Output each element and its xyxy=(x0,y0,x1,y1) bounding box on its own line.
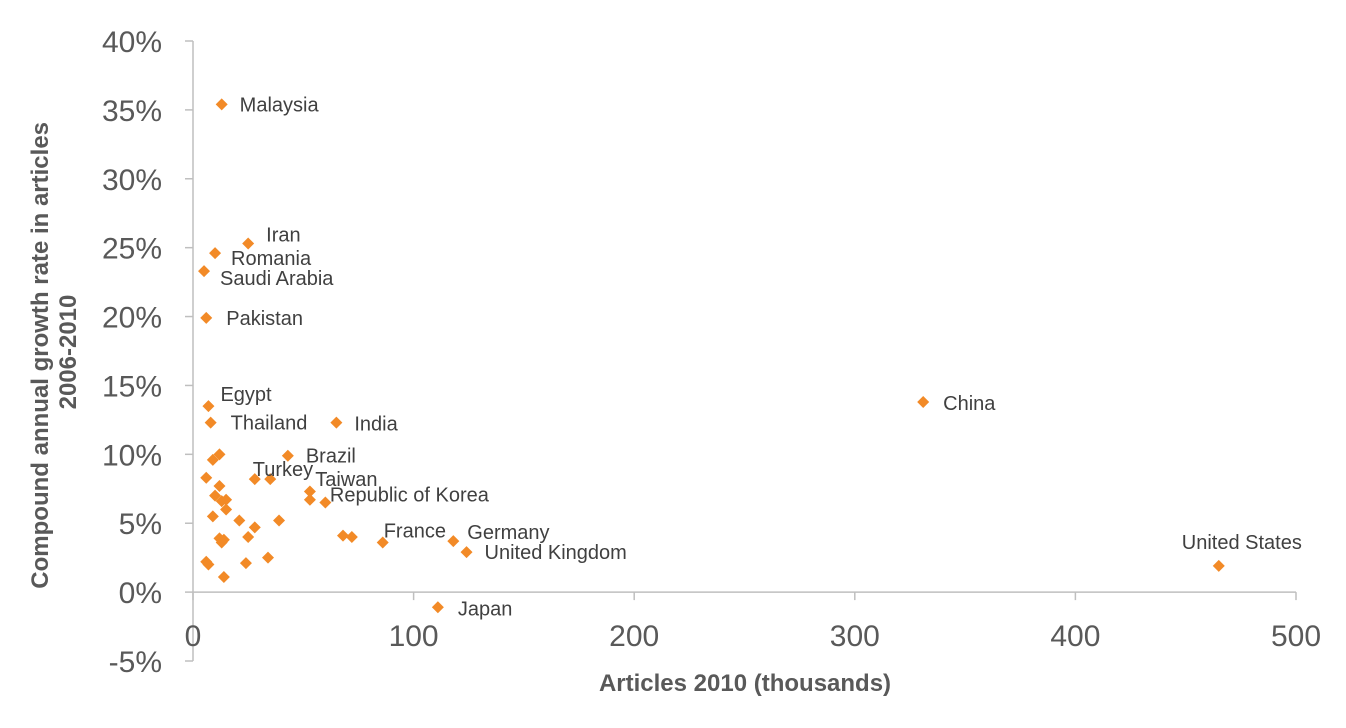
point-label-united-states: United States xyxy=(1182,532,1302,554)
y-tick-label: 40% xyxy=(102,26,162,59)
data-point-united-kingdom xyxy=(460,546,473,559)
x-axis-title: Articles 2010 (thousands) xyxy=(599,670,891,697)
point-label-romania: Romania xyxy=(231,248,312,270)
data-point-japan xyxy=(431,601,444,614)
data-point-romania xyxy=(209,247,222,260)
data-point-turkey xyxy=(248,473,261,486)
data-point-india xyxy=(330,416,343,429)
point-label-india: India xyxy=(354,414,398,436)
data-point xyxy=(213,480,226,493)
point-label-brazil: Brazil xyxy=(306,446,356,468)
y-tick-label: 10% xyxy=(102,439,162,472)
data-point-brazil xyxy=(281,449,294,462)
y-tick-label: 5% xyxy=(119,508,162,541)
data-point-thailand xyxy=(204,416,217,429)
axes: 40% 35% 30% 25% 20% 15% 10% 5% 0% -5% 0 100 200 300 40… xyxy=(102,26,1321,679)
data-point-iran xyxy=(242,237,255,250)
point-label-germany: Germany xyxy=(467,522,549,544)
point-label-france: France xyxy=(384,521,446,543)
y-axis-title-line-1: Compound annual growth rate in articles xyxy=(27,122,54,589)
data-points xyxy=(198,98,1225,614)
data-point-saudi-arabia xyxy=(198,265,211,278)
data-point xyxy=(206,510,219,523)
data-point-malaysia xyxy=(215,98,228,111)
x-tick-label: 300 xyxy=(830,620,880,653)
data-point xyxy=(345,531,358,543)
data-point xyxy=(206,453,219,466)
data-point xyxy=(248,521,261,534)
y-tick-label: 35% xyxy=(102,95,162,128)
data-point xyxy=(215,536,228,549)
point-label-saudi-arabia: Saudi Arabia xyxy=(220,268,334,290)
data-point xyxy=(319,496,332,509)
point-label-china: China xyxy=(943,393,996,415)
y-tick-label: 15% xyxy=(102,370,162,403)
point-label-malaysia: Malaysia xyxy=(240,94,320,116)
data-point xyxy=(233,514,246,527)
point-label-turkey: Turkey xyxy=(253,459,313,481)
y-tick-label: 25% xyxy=(102,233,162,266)
point-label-pakistan: Pakistan xyxy=(226,308,303,330)
y-tick-label: 0% xyxy=(119,577,162,610)
x-tick-label: 0 xyxy=(185,620,202,653)
data-point-taiwan xyxy=(264,473,277,486)
x-tick-label: 200 xyxy=(609,620,659,653)
data-point xyxy=(242,531,255,543)
point-label-iran: Iran xyxy=(266,225,300,247)
point-label-egypt: Egypt xyxy=(220,384,272,406)
point-label-republic-of-korea: Republic of Korea xyxy=(330,485,490,507)
point-label-taiwan: Taiwan xyxy=(315,469,377,491)
x-tick-label: 400 xyxy=(1050,620,1100,653)
data-point xyxy=(273,514,286,527)
data-point xyxy=(239,557,252,570)
data-point xyxy=(202,558,215,571)
data-point xyxy=(220,493,233,506)
point-label-united-kingdom: United Kingdom xyxy=(485,542,627,564)
data-point-republic-of-korea xyxy=(303,485,316,498)
data-point xyxy=(262,551,275,564)
data-point xyxy=(303,493,316,506)
data-point-france xyxy=(376,536,389,549)
data-point xyxy=(209,489,222,502)
x-tick-label: 100 xyxy=(389,620,439,653)
data-point-germany xyxy=(447,535,460,548)
y-axis-title-line-2: 2006-2010 xyxy=(55,295,82,410)
x-tick-label: 500 xyxy=(1271,620,1321,653)
y-tick-label: -5% xyxy=(109,646,162,679)
y-tick-label: 20% xyxy=(102,302,162,335)
data-point-united-states xyxy=(1212,559,1225,572)
data-point xyxy=(217,570,230,583)
y-axis-title: Compound annual growth rate in articles … xyxy=(27,115,82,588)
point-label-thailand: Thailand xyxy=(231,413,308,435)
data-point xyxy=(213,448,226,461)
data-point-pakistan xyxy=(200,311,213,324)
data-point xyxy=(337,529,350,542)
data-point xyxy=(200,471,213,484)
data-point-china xyxy=(917,395,930,408)
data-point xyxy=(220,503,233,516)
y-tick-label: 30% xyxy=(102,164,162,197)
point-label-japan: Japan xyxy=(458,598,512,620)
data-point-egypt xyxy=(202,400,215,413)
